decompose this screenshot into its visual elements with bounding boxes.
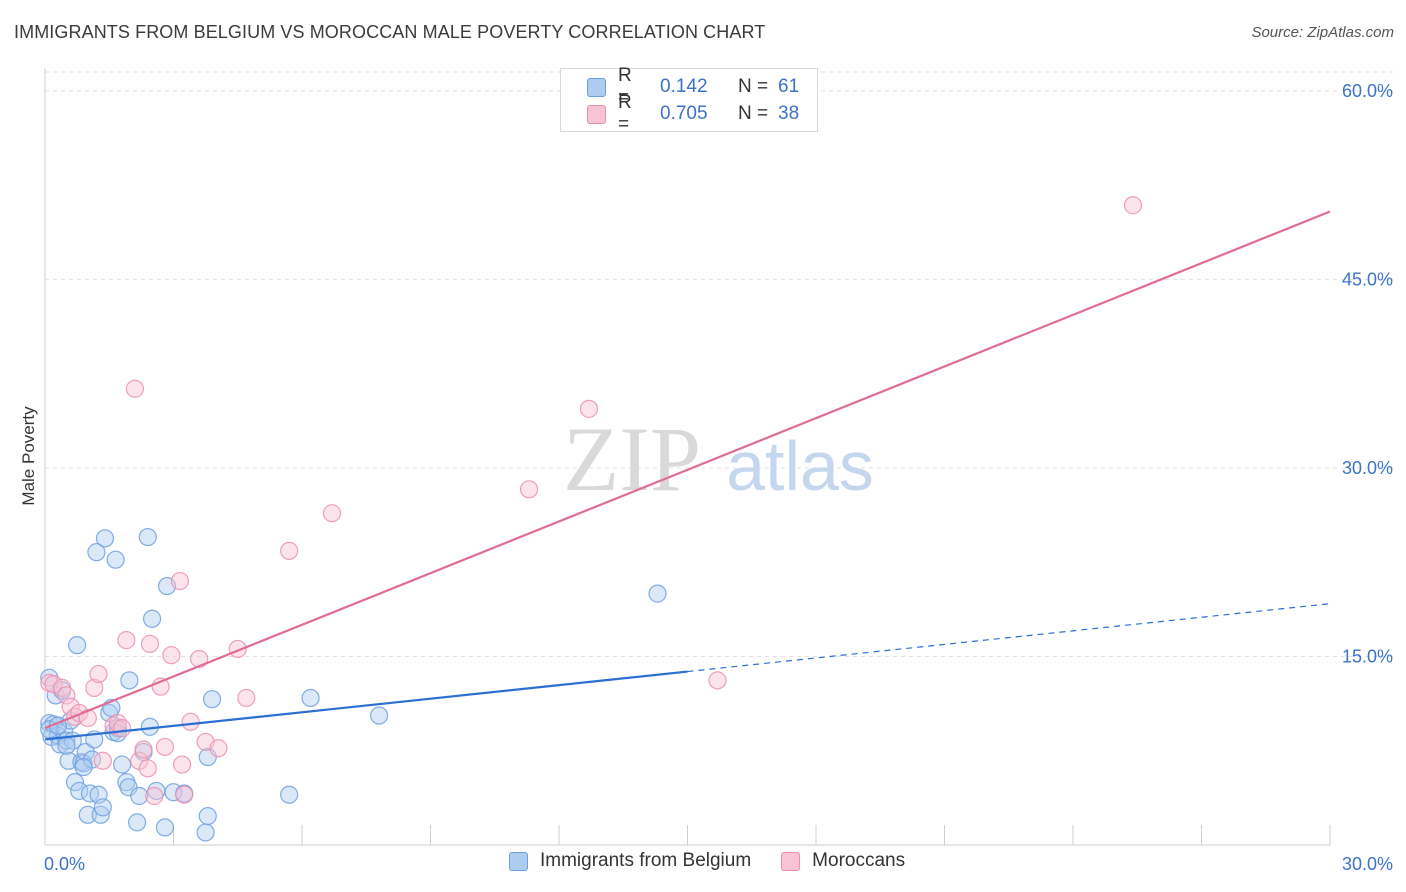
point-moroccans	[172, 755, 192, 774]
chart-title: IMMIGRANTS FROM BELGIUM VS MOROCCAN MALE…	[14, 22, 766, 42]
point-belgium	[70, 781, 89, 801]
point-moroccans	[145, 786, 164, 806]
point-moroccans	[181, 712, 200, 731]
legend-n-value-moroccans: 38	[778, 103, 800, 124]
legend-r-value-belgium: 0.142	[660, 76, 708, 97]
point-moroccans	[57, 686, 76, 705]
point-moroccans	[162, 646, 181, 665]
point-moroccans	[112, 719, 132, 738]
point-belgium	[76, 742, 95, 762]
point-moroccans	[70, 703, 89, 723]
point-moroccans	[155, 737, 175, 757]
point-moroccans	[85, 678, 104, 697]
point-belgium	[648, 584, 667, 603]
point-belgium	[155, 818, 175, 837]
point-belgium	[74, 757, 93, 777]
point-moroccans	[89, 664, 108, 684]
watermark-atlas: atlas	[726, 427, 874, 505]
gridlines	[45, 71, 1395, 657]
point-moroccans	[117, 631, 136, 650]
point-belgium	[120, 671, 139, 690]
point-moroccans	[190, 649, 209, 669]
series-legend: Immigrants from Belgium Moroccans	[509, 850, 935, 872]
source-label: Source: ZipAtlas.com	[1251, 24, 1394, 41]
point-moroccans	[280, 541, 299, 560]
point-moroccans	[44, 675, 63, 694]
point-belgium	[112, 755, 132, 774]
stats-legend: R = 0.142 N = 61 R = 0.705 N = 38	[560, 65, 818, 135]
point-belgium	[142, 609, 162, 628]
point-belgium	[87, 543, 106, 562]
legend-label-moroccans: Moroccans	[812, 850, 906, 871]
point-moroccans	[519, 480, 539, 499]
point-belgium	[202, 690, 222, 709]
point-belgium	[93, 798, 112, 817]
point-belgium	[65, 773, 85, 792]
point-moroccans	[140, 634, 160, 653]
legend-swatch-moroccans	[781, 851, 801, 871]
point-moroccans	[1123, 196, 1143, 215]
watermark-zip: ZIP	[563, 408, 701, 510]
point-belgium	[91, 805, 110, 824]
point-belgium	[68, 636, 87, 655]
point-moroccans	[134, 740, 153, 759]
legend-item-belgium[interactable]: Immigrants from Belgium	[509, 850, 751, 872]
legend-n-label: N =	[738, 76, 769, 97]
point-moroccans	[138, 759, 157, 778]
point-belgium	[196, 823, 215, 842]
trend-line-belgium-extension	[687, 603, 1331, 673]
point-belgium	[95, 529, 115, 548]
point-moroccans	[322, 504, 342, 523]
legend-label-belgium: Immigrants from Belgium	[540, 850, 752, 871]
legend-item-moroccans[interactable]: Moroccans	[781, 850, 905, 872]
legend-swatch-belgium	[509, 851, 528, 871]
x-tick-label-max: 30.0%	[1342, 854, 1393, 874]
point-belgium	[280, 785, 299, 804]
point-moroccans	[708, 671, 727, 690]
y-tick-label: 30.0%	[1342, 458, 1393, 478]
y-axis-label: Male Poverty	[19, 406, 38, 506]
y-tick-label: 45.0%	[1342, 269, 1393, 289]
axis-labels: 15.0% 30.0% 45.0% 60.0% 0.0% 30.0%	[44, 81, 1393, 874]
legend-r-label: R =	[618, 92, 632, 135]
axes	[44, 68, 1331, 846]
point-moroccans	[170, 571, 190, 591]
trend-line-moroccans	[44, 210, 1331, 730]
point-belgium	[130, 786, 149, 806]
legend-row-belgium: R = 0.142 N = 61	[587, 65, 800, 108]
point-moroccans	[175, 785, 194, 804]
legend-r-value-moroccans: 0.705	[660, 103, 708, 124]
legend-swatch-moroccans	[587, 104, 606, 124]
point-moroccans	[125, 379, 145, 398]
point-moroccans	[237, 688, 256, 708]
point-belgium	[301, 688, 320, 708]
data-points	[40, 196, 1143, 842]
point-belgium	[198, 806, 217, 826]
point-moroccans	[93, 751, 112, 770]
point-belgium	[106, 550, 125, 569]
legend-n-label: N =	[738, 103, 769, 124]
y-tick-label: 60.0%	[1342, 81, 1393, 101]
legend-row-moroccans: R = 0.705 N = 38	[587, 92, 800, 135]
trend-line-belgium	[44, 670, 688, 741]
point-belgium	[127, 813, 147, 832]
watermark: ZIP atlas	[563, 408, 874, 510]
point-belgium	[57, 736, 76, 755]
legend-swatch-belgium	[587, 77, 606, 97]
x-tick-label-min: 0.0%	[44, 854, 85, 874]
trend-lines	[44, 210, 1331, 741]
y-tick-label: 15.0%	[1342, 646, 1393, 666]
legend-n-value-belgium: 61	[778, 76, 800, 97]
point-belgium	[138, 527, 157, 547]
point-moroccans	[579, 399, 599, 418]
point-belgium	[78, 805, 97, 824]
legend-r-label: R =	[618, 65, 632, 108]
point-belgium	[370, 706, 389, 725]
point-moroccans	[209, 739, 228, 758]
point-moroccans	[78, 708, 97, 728]
